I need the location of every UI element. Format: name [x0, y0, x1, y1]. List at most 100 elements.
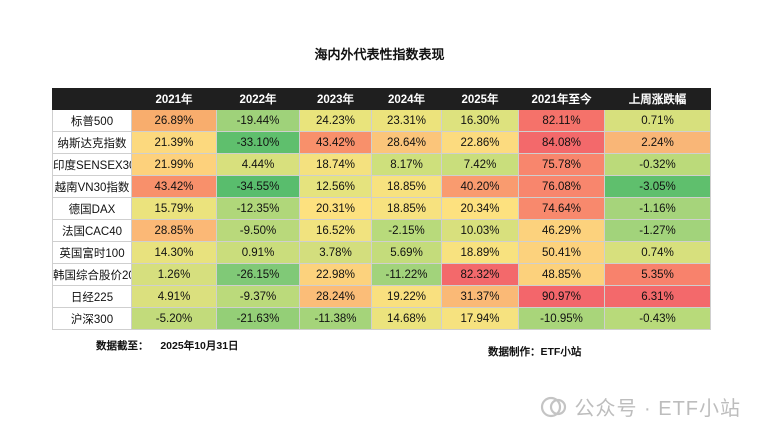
return-cell: -1.27% — [604, 219, 711, 242]
return-cell: 50.41% — [518, 241, 605, 264]
return-cell: 0.71% — [604, 109, 711, 132]
index-name-cell: 韩国综合股价200 — [52, 263, 132, 286]
return-cell: 10.03% — [441, 219, 519, 242]
header-cell: 2021年 — [131, 88, 217, 110]
table-row: 德国DAX 15.79% -12.35% 20.31% 18.85% 20.34% 74.6… — [52, 197, 711, 220]
return-cell: -0.43% — [604, 307, 711, 330]
return-cell: 82.11% — [518, 109, 605, 132]
table-row: 沪深300 -5.20% -21.63% -11.38% 14.68% 17.94% -10… — [52, 307, 711, 330]
return-cell: 82.32% — [441, 263, 519, 286]
return-cell: 18.74% — [299, 153, 372, 176]
return-cell: 28.85% — [131, 219, 217, 242]
header-row: 2021年 2022年 2023年 2024年 2025年 2021年至今 上周… — [52, 88, 711, 110]
return-cell: 14.30% — [131, 241, 217, 264]
return-cell: -12.35% — [216, 197, 300, 220]
return-cell: -19.44% — [216, 109, 300, 132]
return-cell: -26.15% — [216, 263, 300, 286]
return-cell: 28.24% — [299, 285, 372, 308]
header-cell: 2022年 — [216, 88, 300, 110]
table-row: 纳斯达克指数 21.39% -33.10% 43.42% 28.64% 22.86% 84.… — [52, 131, 711, 154]
return-cell: 8.17% — [371, 153, 442, 176]
return-cell: 19.22% — [371, 285, 442, 308]
return-cell: 18.89% — [441, 241, 519, 264]
return-cell: -34.55% — [216, 175, 300, 198]
index-name-cell: 纳斯达克指数 — [52, 131, 132, 154]
table-row: 日经225 4.91% -9.37% 28.24% 19.22% 31.37% 90.97%… — [52, 285, 711, 308]
table-row: 标普500 26.89% -19.44% 24.23% 23.31% 16.30% 82.1… — [52, 109, 711, 132]
index-name-cell: 英国富时100 — [52, 241, 132, 264]
return-cell: 28.64% — [371, 131, 442, 154]
table-row: 越南VN30指数 43.42% -34.55% 12.56% 18.85% 40.20% 7… — [52, 175, 711, 198]
return-cell: 5.69% — [371, 241, 442, 264]
data-date: 数据截至： 2025年10月31日 — [96, 338, 239, 353]
table-title: 海内外代表性指数表现 — [314, 47, 445, 62]
index-name-cell: 越南VN30指数 — [52, 175, 132, 198]
return-cell: -3.05% — [604, 175, 711, 198]
index-name-cell: 沪深300 — [52, 307, 132, 330]
return-cell: 21.99% — [131, 153, 217, 176]
header-cell: 上周涨跌幅 — [604, 88, 711, 110]
return-cell: -1.16% — [604, 197, 711, 220]
return-cell: 46.29% — [518, 219, 605, 242]
return-cell: -9.50% — [216, 219, 300, 242]
return-cell: 24.23% — [299, 109, 372, 132]
return-cell: 22.86% — [441, 131, 519, 154]
return-cell: -9.37% — [216, 285, 300, 308]
return-cell: 0.91% — [216, 241, 300, 264]
header-cell: 2024年 — [371, 88, 442, 110]
watermark-text: 公众号 · ETF小站 — [574, 398, 741, 420]
return-cell: 31.37% — [441, 285, 519, 308]
header-cell: 2023年 — [299, 88, 372, 110]
return-cell: 48.85% — [518, 263, 605, 286]
return-cell: 4.44% — [216, 153, 300, 176]
return-cell: 3.78% — [299, 241, 372, 264]
return-cell: 5.35% — [604, 263, 711, 286]
return-cell: 76.08% — [518, 175, 605, 198]
return-cell: 26.89% — [131, 109, 217, 132]
return-cell: 20.31% — [299, 197, 372, 220]
data-date-label: 数据截至： — [96, 340, 149, 352]
index-name-cell: 法国CAC40 — [52, 219, 132, 242]
return-cell: 90.97% — [518, 285, 605, 308]
return-cell: 21.39% — [131, 131, 217, 154]
watermark: 公众号 · ETF小站 — [540, 392, 741, 421]
return-cell: 18.85% — [371, 197, 442, 220]
return-cell: 43.42% — [131, 175, 217, 198]
data-date-value: 2025年10月31日 — [160, 340, 239, 352]
index-name-cell: 德国DAX — [52, 197, 132, 220]
return-cell: 1.26% — [131, 263, 217, 286]
index-name-cell: 标普500 — [52, 109, 132, 132]
return-cell: 23.31% — [371, 109, 442, 132]
return-cell: -10.95% — [518, 307, 605, 330]
header-cell — [52, 88, 132, 110]
return-cell: 12.56% — [299, 175, 372, 198]
table-row: 韩国综合股价2001.26%-26.15%22.98%-11.22%82.32%… — [52, 263, 711, 286]
return-cell: 75.78% — [518, 153, 605, 176]
data-source: 数据制作：ETF小站 — [488, 346, 582, 358]
index-name-cell: 日经225 — [52, 285, 132, 308]
return-cell: -11.22% — [371, 263, 442, 286]
return-cell: 74.64% — [518, 197, 605, 220]
return-cell: 4.91% — [131, 285, 217, 308]
return-cell: 14.68% — [371, 307, 442, 330]
index-performance-table: 2021年 2022年 2023年 2024年 2025年 2021年至今 上周… — [52, 88, 711, 330]
return-cell: 15.79% — [131, 197, 217, 220]
return-cell: 16.52% — [299, 219, 372, 242]
index-name-cell: 印度SENSEX30 — [52, 153, 132, 176]
header-cell: 2025年 — [441, 88, 519, 110]
table-row: 印度SENSEX30 21.99% 4.44% 18.74% 8.17% 7.42% 75.… — [52, 153, 711, 176]
return-cell: 40.20% — [441, 175, 519, 198]
return-cell: 7.42% — [441, 153, 519, 176]
wechat-public-icon — [541, 396, 567, 417]
return-cell: -0.32% — [604, 153, 711, 176]
return-cell: 22.98% — [299, 263, 372, 286]
table-row: 英国富时100 14.30% 0.91% 3.78% 5.69% 18.89% 50.41%… — [52, 241, 711, 264]
return-cell: -5.20% — [131, 307, 217, 330]
table-row: 法国CAC40 28.85% -9.50% 16.52% -2.15% 10.03% 46.… — [52, 219, 711, 242]
return-cell: -2.15% — [371, 219, 442, 242]
return-cell: 18.85% — [371, 175, 442, 198]
return-cell: 17.94% — [441, 307, 519, 330]
return-cell: 20.34% — [441, 197, 519, 220]
return-cell: 84.08% — [518, 131, 605, 154]
return-cell: 16.30% — [441, 109, 519, 132]
